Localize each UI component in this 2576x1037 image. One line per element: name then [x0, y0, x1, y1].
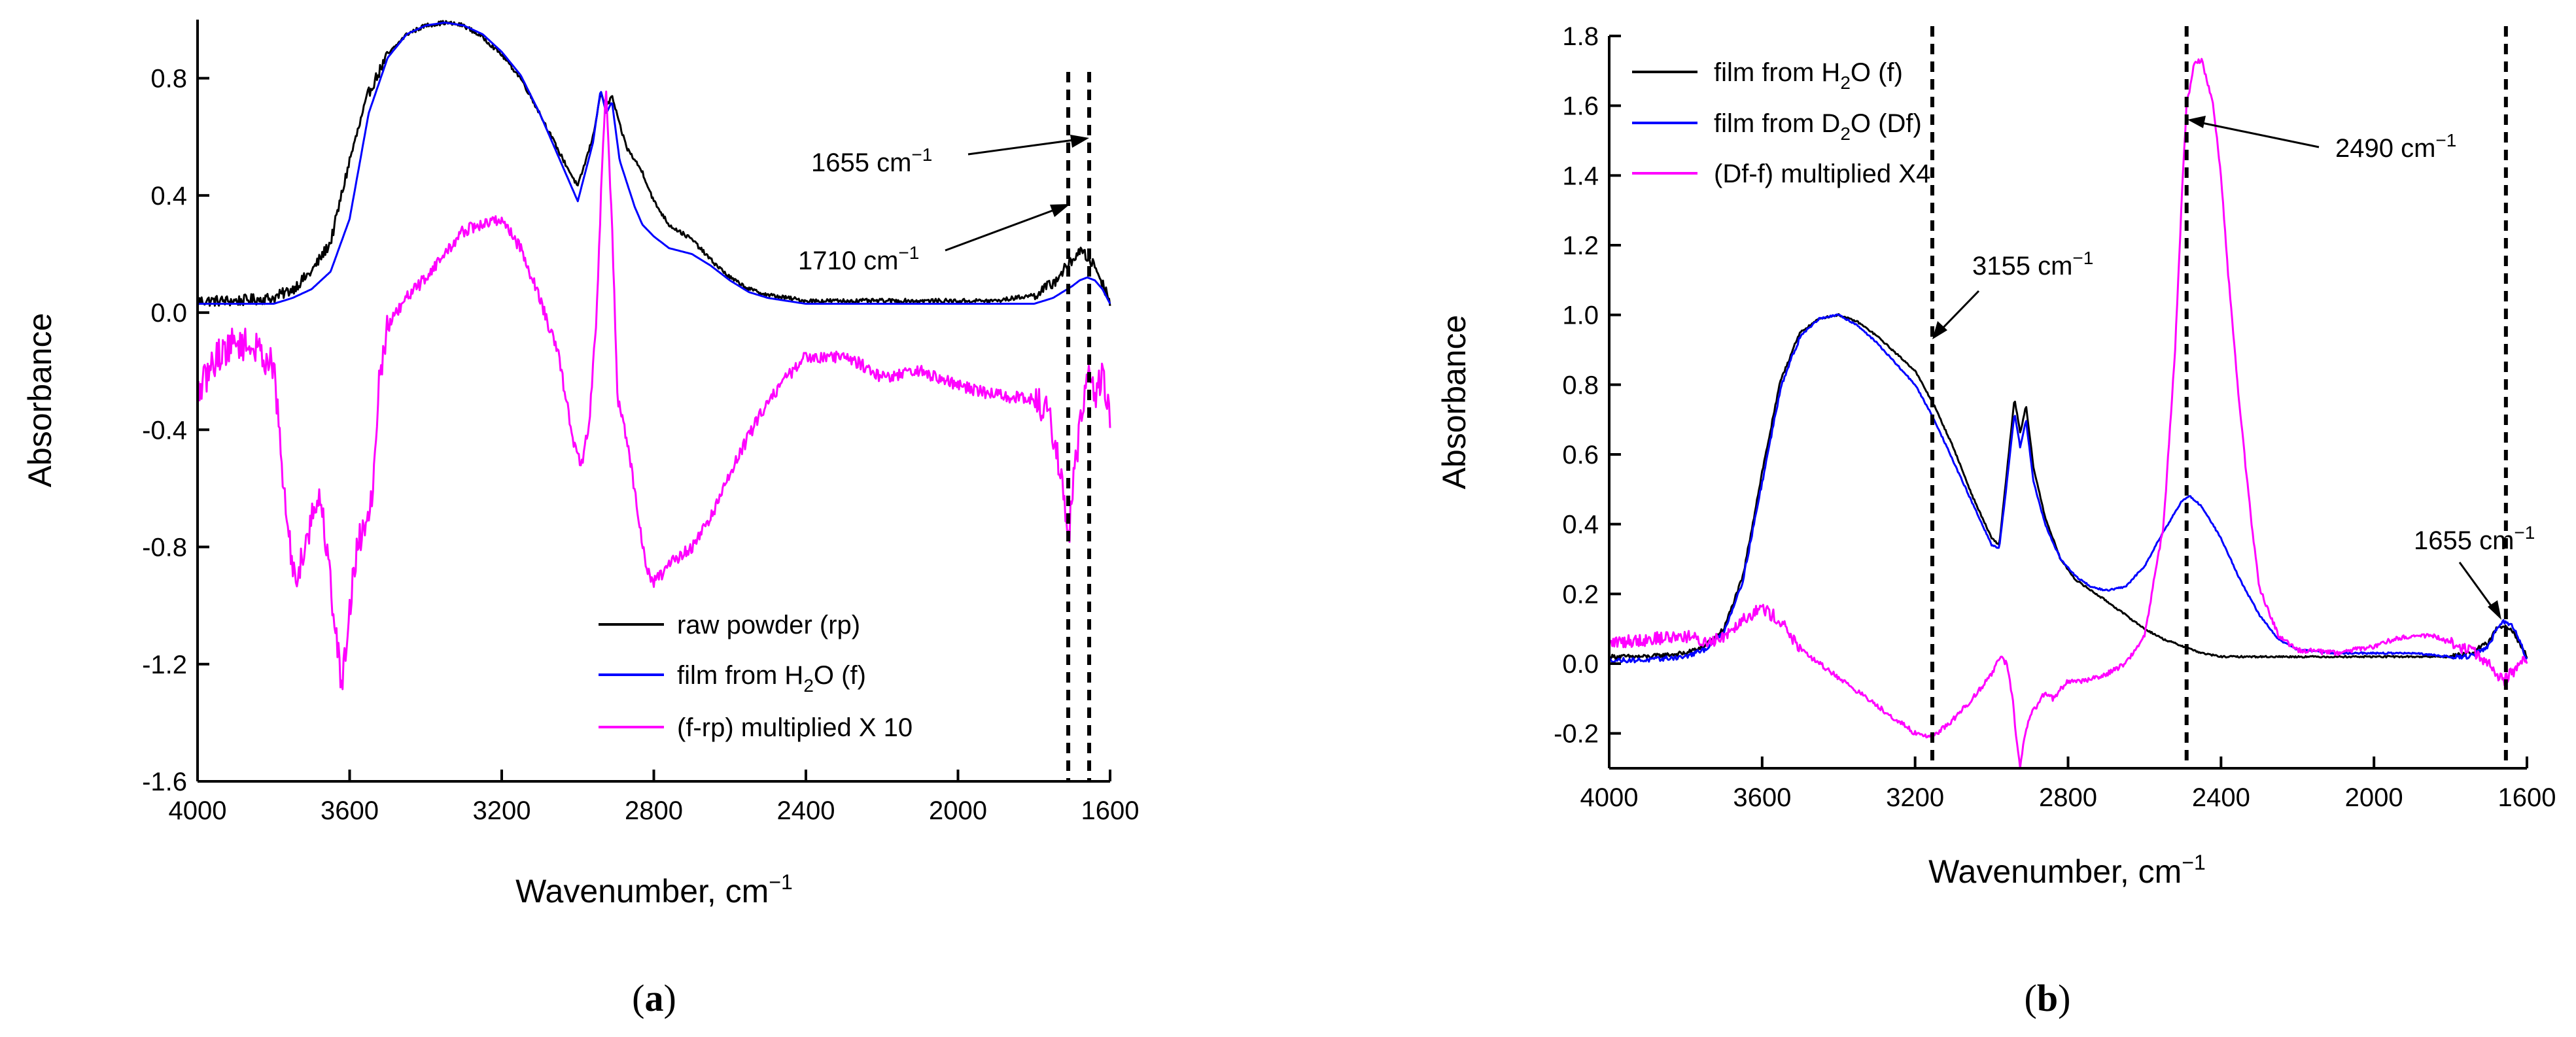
panel-b-y-tick-label: 1.4: [1562, 162, 1599, 190]
panel-a-y-axis-title: Absorbance: [22, 313, 58, 488]
panel-b-y-tick-label: 1.6: [1562, 92, 1599, 121]
panel-b-arrow-2490: [2192, 120, 2320, 148]
panel-b-y-tick-label: 0.2: [1562, 580, 1599, 609]
panel-b-y-tick-label: 0.6: [1562, 441, 1599, 469]
panel-b-legend-label-df: film from D2O (Df): [1714, 109, 1922, 144]
panel-b-x-tick-label: 3200: [1886, 783, 1944, 812]
panel-b-legend-label-f: film from H2O (f): [1714, 58, 1903, 93]
panel-a-series-1: [198, 22, 1111, 305]
panel-b-y-tick-label: 1.2: [1562, 231, 1599, 260]
panel-a-annotation-1710: 1710 cm−1: [798, 243, 919, 275]
panel-a-y-tick-label: 0.4: [150, 182, 187, 211]
panel-b-annotation-2490: 2490 cm−1: [2335, 130, 2456, 163]
panel-b-x-tick-label: 2400: [2192, 783, 2250, 812]
panel-b-y-tick-label: 0.4: [1562, 511, 1599, 539]
panel-a-annotation-1655: 1655 cm−1: [811, 144, 932, 177]
panel-a-legend: raw powder (rp) film from H2O (f) (f-rp)…: [599, 611, 913, 742]
panel-a-arrowhead-1710: [1050, 204, 1070, 217]
panel-a-x-tick-label: 2000: [929, 796, 987, 825]
panel-b-ticks: 4000 3600 3200 2800 2400 2000 1600 -0.2 0.0 0.2 0.…: [1554, 22, 2556, 812]
panel-a-arrow-1655: [967, 137, 1085, 156]
panel-a-y-tick-label: -1.6: [142, 768, 187, 796]
panel-a-label: (a): [632, 977, 676, 1019]
panel-b-y-axis-title: Absorbance: [1436, 315, 1472, 490]
panel-b-y-tick-label: -0.2: [1554, 720, 1599, 749]
panel-b-y-tick-label: 1.8: [1562, 22, 1599, 51]
panel-b-series-1: [1609, 313, 2528, 664]
panel-b-annotation-1655: 1655 cm−1: [2414, 522, 2535, 555]
panel-b-legend: film from H2O (f) film from D2O (Df) (Df…: [1632, 58, 1930, 188]
panel-b-series-0: [1608, 313, 2528, 660]
panel-a-y-tick-label: 0.8: [150, 65, 187, 94]
panel-b-y-tick-label: 1.0: [1562, 301, 1599, 330]
panel-b-x-tick-label: 2000: [2345, 783, 2403, 812]
panel-b-x-tick-label: 4000: [1580, 783, 1639, 812]
panel-b-annotation-3155: 3155 cm−1: [1972, 248, 2093, 280]
panel-a-x-tick-label: 3600: [321, 796, 379, 825]
panel-b-series-2: [1608, 58, 2528, 769]
panel-b-arrowhead-2490: [2187, 116, 2206, 128]
panel-b-marker-lines: [1930, 26, 2508, 768]
panel-a-x-tick-label: 1600: [1081, 796, 1140, 825]
panel-b-arrowhead-1655: [2488, 600, 2501, 620]
panel-a-x-tick-label: 4000: [169, 796, 227, 825]
panel-a-legend-label-f-rp: (f-rp) multiplied X 10: [677, 713, 913, 742]
panel-a-series-2: [196, 90, 1111, 690]
panel-a-y-tick-label: -0.4: [142, 416, 187, 445]
panel-a-x-tick-label: 2800: [625, 796, 683, 825]
panel-b-x-axis-title: Wavenumber, cm−1: [1928, 851, 2206, 890]
panel-b-x-tick-label: 3600: [1733, 783, 1791, 812]
panel-b-label: (b): [2025, 977, 2071, 1019]
panel-a-x-tick-label: 3200: [473, 796, 531, 825]
panel-b-y-tick-label: 0.8: [1562, 371, 1599, 400]
panel-a-y-tick-label: 0.0: [150, 299, 187, 328]
panel-a-y-tick-label: -0.8: [142, 534, 187, 562]
panel-a-arrow-1710: [945, 205, 1066, 252]
panel-a-y-tick-label: -1.2: [142, 651, 187, 679]
panel-a-arrowhead-1655: [1070, 135, 1089, 148]
panel-a-x-axis-title: Wavenumber, cm−1: [515, 870, 793, 910]
panel-b-legend-label-df-f: (Df-f) multiplied X4: [1714, 160, 1930, 188]
panel-a-ticks: 4000 3600 3200 2800 2400 2000 1600 -1.6 -1.2 -0.8…: [142, 65, 1139, 825]
panel-b-x-tick-label: 2800: [2039, 783, 2097, 812]
panel-a-series-group: [196, 20, 1111, 690]
panel-a-series-0: [196, 20, 1111, 307]
panel-a-x-tick-label: 2400: [777, 796, 835, 825]
panel-a-legend-label-rp: raw powder (rp): [677, 611, 860, 639]
panel-a-marker-lines: [1066, 72, 1092, 781]
panel-b-y-tick-label: 0.0: [1562, 650, 1599, 679]
panel-b-arrowhead-3155: [1932, 321, 1947, 339]
panel-a-chart: 4000 3600 3200 2800 2400 2000 1600 -1.6 -1.2 -0.8…: [22, 20, 1139, 1019]
panel-b-series-group: [1608, 58, 2528, 769]
panel-b-x-tick-label: 1600: [2498, 783, 2556, 812]
panel-a-legend-label-f: film from H2O (f): [677, 661, 866, 696]
panel-a-axes: [196, 20, 1110, 783]
panel-b-chart: 4000 3600 3200 2800 2400 2000 1600 -0.2 0.0 0.2 0.…: [1436, 22, 2556, 1019]
